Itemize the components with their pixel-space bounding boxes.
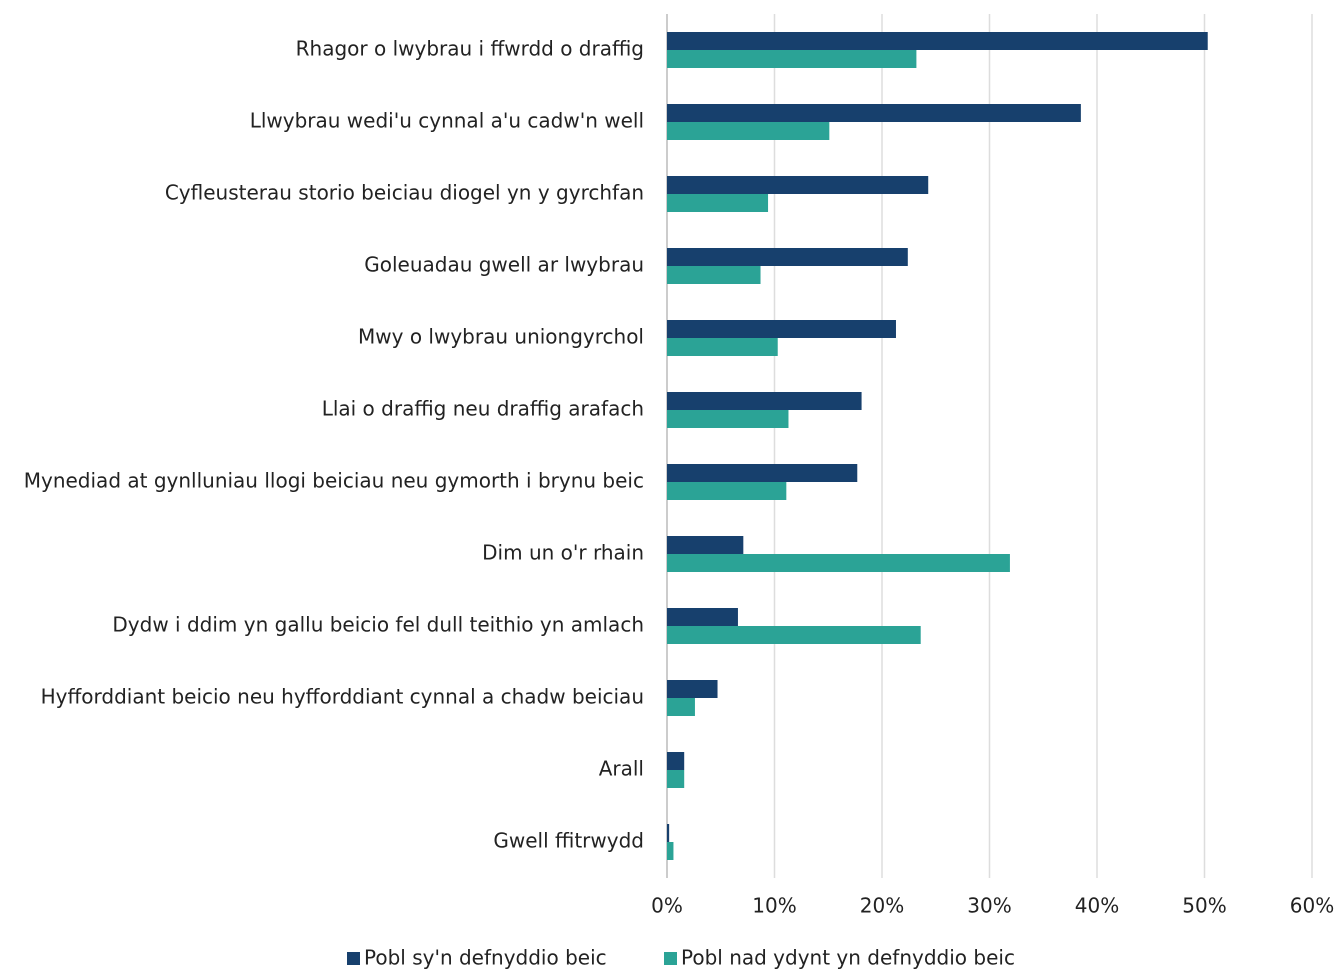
y-tick-label: Dim un o'r rhain — [482, 541, 644, 565]
bar — [667, 464, 858, 482]
bar — [667, 104, 1081, 122]
y-tick-label: Llwybrau wedi'u cynnal a'u cadw'n well — [250, 109, 644, 133]
bar — [667, 680, 718, 698]
bar — [667, 608, 738, 626]
y-tick-label: Rhagor o lwybrau i ffwrdd o draffig — [296, 37, 644, 61]
legend-swatch — [664, 952, 677, 965]
bar — [667, 842, 674, 860]
bar — [667, 266, 761, 284]
x-tick-label: 0% — [651, 894, 683, 918]
bar — [667, 770, 685, 788]
x-tick-label: 10% — [752, 894, 796, 918]
x-tick-label: 40% — [1075, 894, 1119, 918]
y-tick-label: Mwy o lwybrau uniongyrchol — [358, 325, 644, 349]
bar — [667, 248, 908, 266]
x-tick-label: 60% — [1290, 894, 1334, 918]
legend-label: Pobl sy'n defnyddio beic — [364, 946, 607, 970]
bar — [667, 410, 789, 428]
y-tick-label: Dydw i ddim yn gallu beicio fel dull tei… — [112, 613, 644, 637]
bar — [667, 338, 778, 356]
bar — [667, 320, 896, 338]
x-tick-label: 20% — [860, 894, 904, 918]
bar — [667, 482, 787, 500]
y-tick-label: Arall — [599, 757, 644, 781]
bar — [667, 824, 670, 842]
y-tick-label: Mynediad at gynlluniau llogi beiciau neu… — [24, 469, 644, 493]
bar — [667, 194, 769, 212]
x-tick-label: 50% — [1182, 894, 1226, 918]
bar — [667, 536, 744, 554]
y-tick-label: Gwell ffitrwydd — [493, 829, 644, 853]
bar — [667, 392, 862, 410]
y-tick-label: Llai o draffig neu draffig arafach — [322, 397, 644, 421]
bar — [667, 626, 921, 644]
legend-swatch — [347, 952, 360, 965]
bar — [667, 176, 929, 194]
bar — [667, 32, 1208, 50]
bar — [667, 50, 917, 68]
bar — [667, 698, 695, 716]
legend-label: Pobl nad ydynt yn defnyddio beic — [681, 946, 1015, 970]
y-tick-label: Cyfleusterau storio beiciau diogel yn y … — [165, 181, 644, 205]
x-tick-label: 30% — [967, 894, 1011, 918]
y-tick-label: Hyfforddiant beicio neu hyfforddiant cyn… — [41, 685, 644, 709]
bar — [667, 554, 1010, 572]
y-tick-label: Goleuadau gwell ar lwybrau — [364, 253, 644, 277]
bar — [667, 122, 830, 140]
bar — [667, 752, 685, 770]
